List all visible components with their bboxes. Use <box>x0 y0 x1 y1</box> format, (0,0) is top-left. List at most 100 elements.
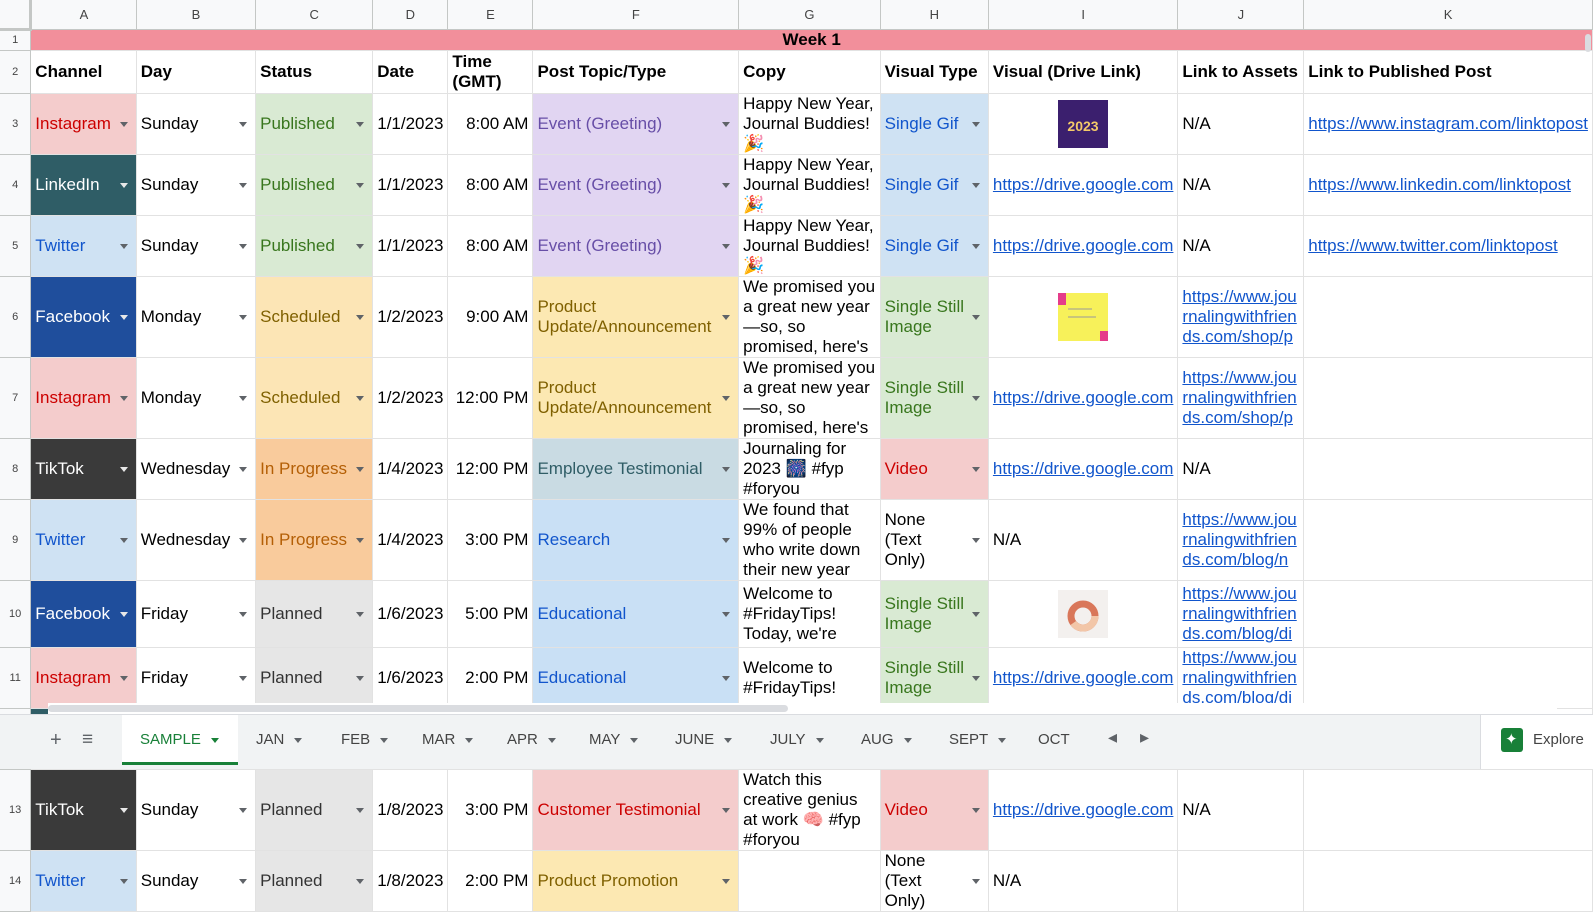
date-cell[interactable]: 1/8/2023 <box>372 769 449 851</box>
assets-cell[interactable] <box>1177 850 1305 912</box>
channel-cell[interactable]: Instagram <box>30 357 137 439</box>
tab-sample[interactable]: SAMPLE <box>122 715 238 765</box>
assets-cell[interactable]: https://www.journalingwithfriends.com/sh… <box>1177 276 1305 358</box>
chevron-down-icon[interactable] <box>356 675 365 681</box>
chevron-down-icon[interactable] <box>239 878 248 884</box>
column-title-cell[interactable]: Date <box>372 50 449 94</box>
column-title-cell[interactable]: Status <box>255 50 374 94</box>
chevron-down-icon[interactable] <box>239 395 248 401</box>
published-post-cell[interactable] <box>1303 276 1593 358</box>
row-header[interactable]: 2 <box>0 50 32 94</box>
day-cell[interactable]: Wednesday <box>136 438 257 500</box>
time-cell[interactable]: 2:00 PM <box>447 850 534 912</box>
topic-cell[interactable]: Research <box>532 499 740 581</box>
chevron-down-icon[interactable] <box>971 537 980 543</box>
chevron-down-icon[interactable] <box>239 807 248 813</box>
column-title-cell[interactable]: Link to Published Post <box>1303 50 1593 94</box>
chevron-down-icon[interactable] <box>356 537 365 543</box>
published-post-cell[interactable]: https://www.linkedin.com/linktopost <box>1303 154 1593 216</box>
column-title-cell[interactable]: Visual (Drive Link) <box>988 50 1179 94</box>
date-cell[interactable]: 1/1/2023 <box>372 93 449 155</box>
column-header-g[interactable]: G <box>738 0 881 30</box>
copy-cell[interactable]: Happy New Year, Journal Buddies! 🎉 <box>738 154 881 216</box>
status-cell[interactable]: Planned <box>255 850 374 912</box>
chevron-down-icon[interactable] <box>239 466 248 472</box>
column-header-d[interactable]: D <box>372 0 449 30</box>
visual-link-cell[interactable]: https://drive.google.com <box>988 154 1179 216</box>
date-cell[interactable]: 1/1/2023 <box>372 215 449 277</box>
chevron-down-icon[interactable] <box>356 807 365 813</box>
assets-cell[interactable]: N/A <box>1177 154 1305 216</box>
visual-type-cell[interactable]: None (Text Only) <box>880 850 989 912</box>
chevron-down-icon[interactable] <box>356 121 365 127</box>
day-cell[interactable]: Sunday <box>136 850 257 912</box>
date-cell[interactable]: 1/8/2023 <box>372 850 449 912</box>
chevron-down-icon[interactable] <box>971 675 980 681</box>
chevron-down-icon[interactable] <box>722 878 731 884</box>
time-cell[interactable]: 3:00 PM <box>447 499 534 581</box>
visual-type-cell[interactable]: Single Still Image <box>880 357 989 439</box>
chevron-down-icon[interactable] <box>239 611 248 617</box>
time-cell[interactable]: 2:00 PM <box>447 647 534 709</box>
vertical-scroll-thumb[interactable] <box>1585 34 1591 52</box>
published-post-value[interactable]: https://www.instagram.com/linktopost <box>1308 113 1588 133</box>
assets-value[interactable]: https://www.journalingwithfriends.com/bl… <box>1182 509 1297 569</box>
chevron-down-icon[interactable] <box>119 395 128 401</box>
column-title-cell[interactable]: Copy <box>738 50 881 94</box>
time-cell[interactable]: 5:00 PM <box>447 580 534 648</box>
row-header[interactable]: 1 <box>0 29 32 51</box>
assets-value[interactable]: https://www.journalingwithfriends.com/sh… <box>1182 367 1297 427</box>
chevron-down-icon[interactable] <box>119 878 128 884</box>
chevron-down-icon[interactable] <box>971 243 980 249</box>
channel-cell[interactable]: Instagram <box>30 93 137 155</box>
row-header[interactable]: 13 <box>0 769 32 851</box>
chevron-down-icon[interactable] <box>630 737 639 743</box>
horizontal-scrollbar[interactable] <box>48 703 1557 714</box>
copy-cell[interactable]: Welcome to #FridayTips! <box>738 647 881 709</box>
assets-cell[interactable]: N/A <box>1177 769 1305 851</box>
topic-cell[interactable]: Educational <box>532 647 740 709</box>
channel-cell[interactable]: TikTok <box>30 438 137 500</box>
visual-type-cell[interactable]: Single Still Image <box>880 580 989 648</box>
assets-cell[interactable]: https://www.journalingwithfriends.com/sh… <box>1177 357 1305 439</box>
chevron-down-icon[interactable] <box>356 314 365 320</box>
visual-link-cell[interactable]: N/A <box>988 499 1179 581</box>
visual-link-cell[interactable]: https://drive.google.com <box>988 215 1179 277</box>
chevron-down-icon[interactable] <box>722 314 731 320</box>
date-cell[interactable]: 1/6/2023 <box>372 647 449 709</box>
visual-link-cell[interactable]: 2023 <box>988 93 1179 155</box>
chevron-down-icon[interactable] <box>971 611 980 617</box>
chevron-down-icon[interactable] <box>724 737 733 743</box>
row-header[interactable]: 5 <box>0 215 32 277</box>
chevron-down-icon[interactable] <box>971 121 980 127</box>
chevron-down-icon[interactable] <box>815 737 824 743</box>
visual-link-cell[interactable] <box>988 276 1179 358</box>
topic-cell[interactable]: Product Update/Announcement <box>532 357 740 439</box>
published-post-value[interactable]: https://www.twitter.com/linktopost <box>1308 235 1558 255</box>
chevron-down-icon[interactable] <box>239 537 248 543</box>
chevron-down-icon[interactable] <box>356 466 365 472</box>
channel-cell[interactable]: LinkedIn <box>30 154 137 216</box>
copy-cell[interactable]: Welcome to #FridayTips! Today, we're <box>738 580 881 648</box>
date-cell[interactable]: 1/2/2023 <box>372 276 449 358</box>
visual-link-value[interactable]: https://drive.google.com <box>992 174 1174 194</box>
tab-oct[interactable]: OCT <box>1020 715 1080 765</box>
channel-cell[interactable]: Facebook <box>30 276 137 358</box>
row-header[interactable]: 14 <box>0 850 32 912</box>
row-header[interactable]: 11 <box>0 647 32 709</box>
chevron-down-icon[interactable] <box>119 807 128 813</box>
chevron-down-icon[interactable] <box>971 466 980 472</box>
column-title-cell[interactable]: Link to Assets <box>1177 50 1305 94</box>
column-header-f[interactable]: F <box>532 0 740 30</box>
channel-cell[interactable]: Instagram <box>30 647 137 709</box>
day-cell[interactable]: Friday <box>136 580 257 648</box>
chevron-down-icon[interactable] <box>239 182 248 188</box>
horizontal-scroll-thumb[interactable] <box>48 705 788 712</box>
chevron-down-icon[interactable] <box>971 395 980 401</box>
copy-cell[interactable]: Happy New Year, Journal Buddies! 🎉 <box>738 215 881 277</box>
published-post-cell[interactable] <box>1303 769 1593 851</box>
chevron-down-icon[interactable] <box>722 807 731 813</box>
visual-link-value[interactable]: https://drive.google.com <box>992 235 1174 255</box>
chevron-down-icon[interactable] <box>356 243 365 249</box>
published-post-cell[interactable]: https://www.twitter.com/linktopost <box>1303 215 1593 277</box>
